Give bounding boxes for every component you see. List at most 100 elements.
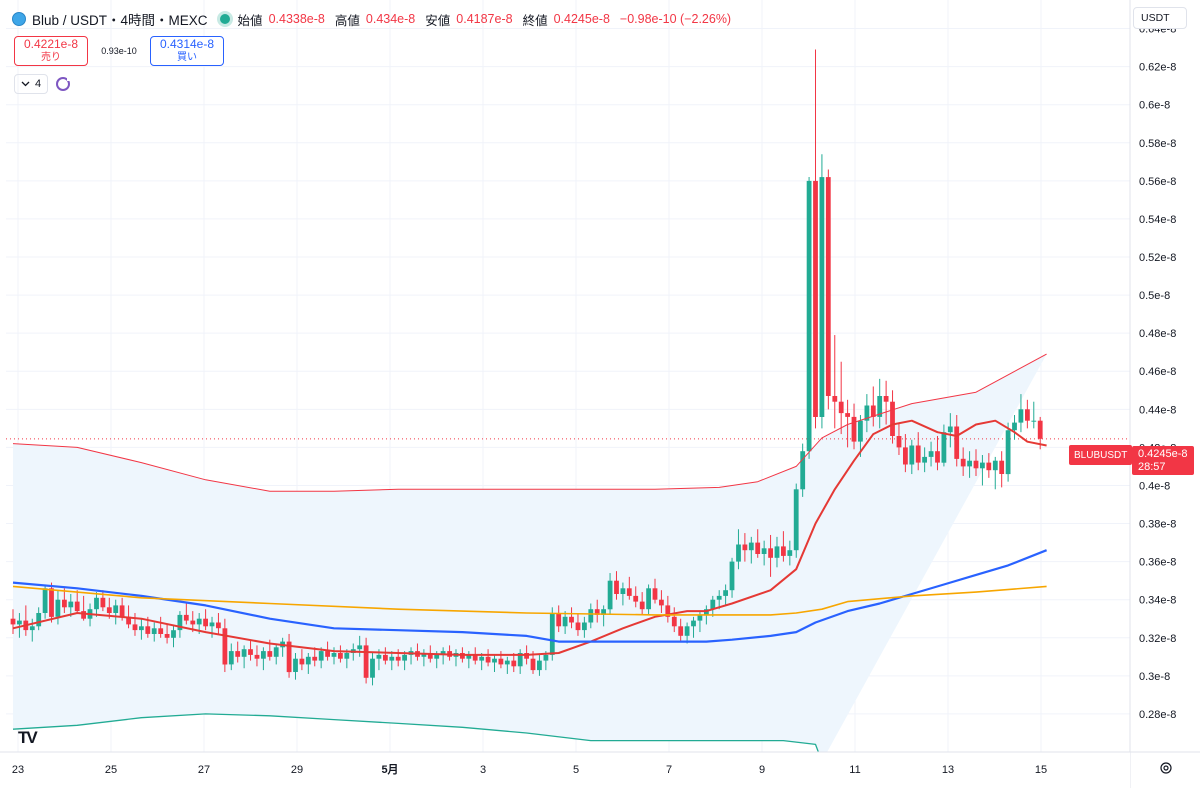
tradingview-logo[interactable]: TV bbox=[18, 728, 38, 747]
currency-button[interactable]: USDT bbox=[1133, 7, 1187, 29]
candle-body bbox=[633, 595, 639, 602]
sell-button[interactable]: 0.4221e-8 売り bbox=[14, 36, 88, 66]
candle-body bbox=[517, 653, 523, 667]
price-axis-bg bbox=[1130, 0, 1200, 788]
candle-body bbox=[389, 656, 395, 661]
candle-body bbox=[370, 658, 375, 678]
candle bbox=[389, 651, 395, 671]
candle-body bbox=[1012, 422, 1017, 431]
candle-body bbox=[203, 618, 208, 627]
candle bbox=[813, 49, 818, 429]
last-price-value: 0.4245e-8 bbox=[1138, 447, 1188, 460]
close-value: 0.4245e-8 bbox=[553, 12, 610, 26]
candle-body bbox=[241, 649, 247, 657]
y-tick-label: 0.5e-8 bbox=[1139, 290, 1170, 302]
candle-body bbox=[139, 626, 144, 631]
candle bbox=[575, 613, 581, 636]
candle-body bbox=[896, 436, 902, 448]
candle-body bbox=[421, 653, 427, 657]
candle-body bbox=[787, 550, 793, 556]
candle-body bbox=[980, 462, 985, 469]
candle bbox=[684, 622, 690, 644]
candle-body bbox=[395, 656, 401, 661]
candle-body bbox=[177, 614, 183, 631]
candle bbox=[177, 611, 183, 638]
candle-body bbox=[928, 451, 934, 457]
market-status-icon bbox=[219, 14, 230, 24]
candle bbox=[935, 435, 940, 471]
candle-body bbox=[216, 622, 221, 629]
candle-body bbox=[286, 641, 292, 673]
candle-body bbox=[671, 616, 677, 627]
time-axis-bg bbox=[0, 752, 1130, 788]
series-band-lower bbox=[12, 713, 823, 762]
candle bbox=[158, 616, 164, 638]
candle-body bbox=[646, 588, 651, 610]
candle-body bbox=[582, 622, 587, 631]
candle-body bbox=[479, 656, 485, 661]
gear-icon[interactable] bbox=[1159, 761, 1173, 775]
candle-body bbox=[736, 544, 741, 562]
candle bbox=[1005, 422, 1011, 482]
candle bbox=[49, 582, 54, 623]
candle-body bbox=[537, 660, 542, 671]
x-tick-label: 23 bbox=[12, 764, 24, 776]
open-label: 始値 bbox=[237, 13, 263, 28]
candle-body bbox=[903, 447, 908, 465]
candle-body bbox=[781, 546, 786, 556]
buy-price: 0.4314e-8 bbox=[159, 37, 215, 51]
candle bbox=[305, 653, 311, 674]
candle bbox=[980, 455, 985, 486]
candle bbox=[556, 605, 562, 633]
candle bbox=[1025, 399, 1030, 429]
sync-icon[interactable] bbox=[56, 77, 72, 91]
candle-body bbox=[62, 599, 67, 608]
candle bbox=[402, 651, 407, 671]
candle-body bbox=[890, 401, 895, 436]
candle bbox=[967, 451, 972, 478]
candle-body bbox=[222, 628, 228, 665]
y-tick-label: 0.54e-8 bbox=[1139, 214, 1176, 226]
candle-body bbox=[793, 489, 799, 551]
x-tick-label: 15 bbox=[1035, 764, 1047, 776]
candle-body bbox=[42, 588, 48, 613]
candle-body bbox=[569, 616, 574, 623]
candle bbox=[960, 447, 966, 476]
candle-body bbox=[588, 609, 594, 623]
candle-body bbox=[331, 653, 337, 657]
candle bbox=[594, 599, 600, 623]
candle bbox=[928, 441, 934, 467]
spread-value: 0.93e-10 bbox=[101, 46, 137, 56]
candle-body bbox=[344, 653, 350, 659]
candle bbox=[729, 557, 735, 598]
candle-body bbox=[909, 445, 915, 465]
candle-body bbox=[761, 548, 767, 554]
candle bbox=[10, 609, 16, 634]
candle-body bbox=[113, 605, 119, 613]
candle-body bbox=[228, 651, 234, 665]
candle bbox=[659, 590, 664, 614]
candle bbox=[228, 643, 234, 671]
buy-button[interactable]: 0.4314e-8 買い bbox=[150, 36, 224, 66]
candle-body bbox=[562, 616, 568, 627]
x-tick-label: 11 bbox=[849, 764, 860, 776]
symbol-title[interactable]: Blub / USDT・4時間・MEXC bbox=[32, 13, 208, 28]
candle-body bbox=[838, 401, 844, 414]
candle-body bbox=[870, 405, 876, 417]
candle-body bbox=[17, 620, 22, 625]
candle-body bbox=[132, 624, 138, 631]
candle-body bbox=[248, 649, 253, 655]
candle bbox=[633, 586, 639, 608]
candle-body bbox=[312, 656, 318, 661]
x-tick-label: 13 bbox=[942, 764, 954, 776]
indicator-toggle-button[interactable]: 4 bbox=[14, 74, 49, 94]
candle-body bbox=[119, 605, 125, 617]
series-ma-mid bbox=[12, 549, 1048, 643]
candle-body bbox=[36, 613, 42, 627]
candle-body bbox=[652, 588, 658, 600]
candle-body bbox=[190, 620, 196, 625]
symbol-price-label: BLUBUSDT bbox=[1069, 445, 1133, 465]
chevron-down-icon bbox=[21, 81, 30, 87]
